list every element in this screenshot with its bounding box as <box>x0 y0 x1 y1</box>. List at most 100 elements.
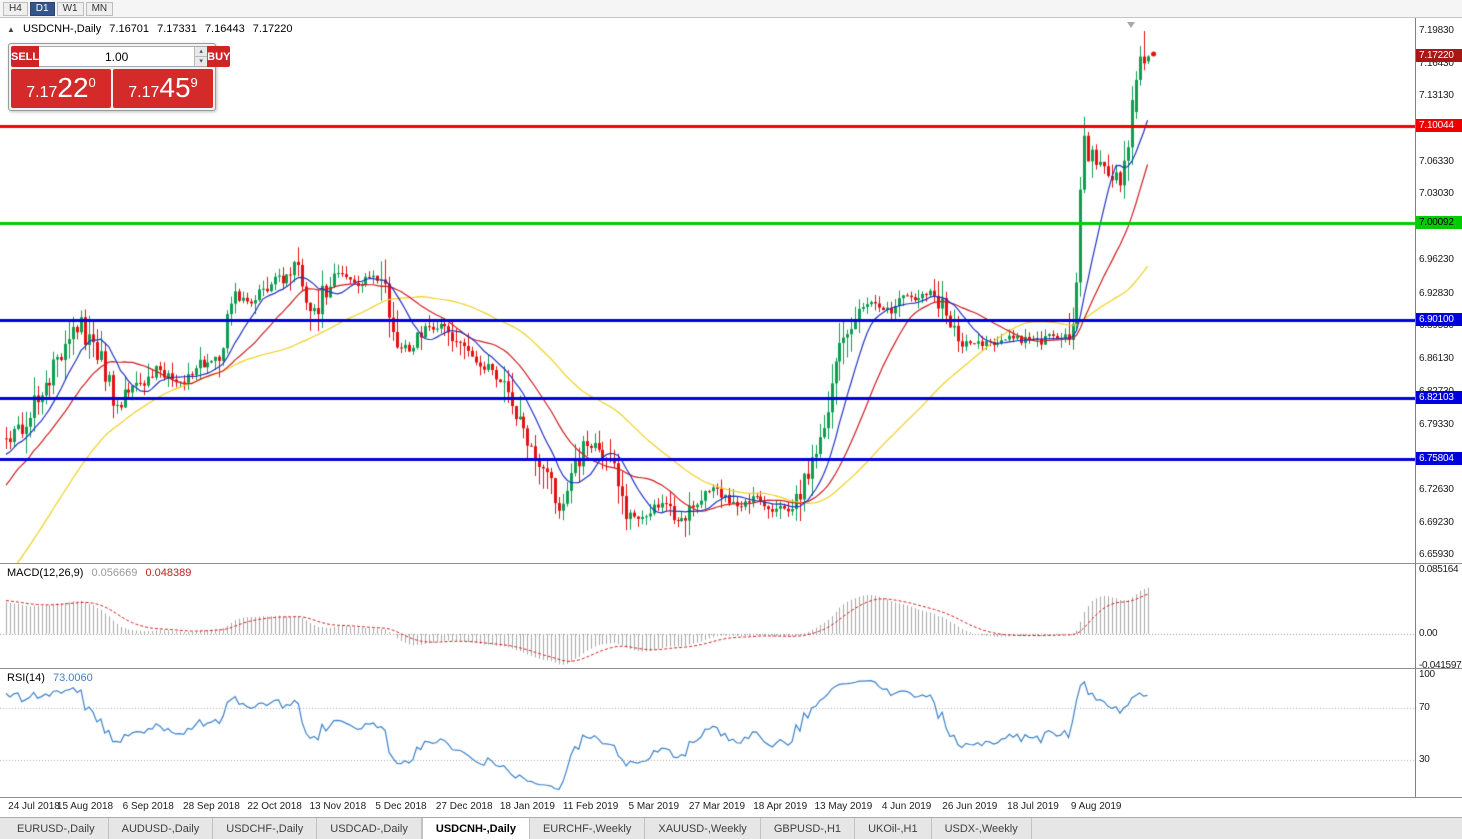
buy-price-pipette: 9 <box>190 75 198 90</box>
sell-price-pipette: 0 <box>88 75 96 90</box>
date-axis-label: 13 Nov 2018 <box>309 801 367 812</box>
rsi-indicator-pane: 100 70 30 RSI(14) 73.0060 <box>0 668 1462 798</box>
date-axis-label: 15 Aug 2018 <box>56 801 114 812</box>
current-price-label: 7.17220 <box>1416 49 1462 63</box>
date-axis-label: 24 Jul 2018 <box>8 801 60 812</box>
price-axis-tick: 7.16430 <box>1419 58 1454 70</box>
macd-axis-label: -0.041597 <box>1419 659 1462 671</box>
volume-spinner: ▴ ▾ <box>194 47 208 66</box>
one-click-trading-widget: SELL ▴ ▾ BUY 7.17220 7.17459 <box>8 43 231 111</box>
date-axis-label: 6 Sep 2018 <box>122 801 174 812</box>
price-axis[interactable]: 7.198307.164307.131307.097307.063307.030… <box>1415 18 1462 563</box>
rsi-chart-canvas[interactable] <box>0 670 1415 798</box>
date-axis-label: 5 Dec 2018 <box>375 801 427 812</box>
price-axis-tick: 6.65930 <box>1419 549 1454 561</box>
macd-signal-value: 0.048389 <box>145 567 192 579</box>
date-axis-label: 13 May 2019 <box>814 801 873 812</box>
volume-up-button[interactable]: ▴ <box>195 47 208 57</box>
volume-input-group: ▴ ▾ <box>39 46 208 67</box>
ohlc-high-value: 7.17331 <box>157 23 197 35</box>
chart-ohlc-header: ▲ USDCNH-,Daily 7.16701 7.17331 7.16443 … <box>7 23 298 35</box>
macd-axis-label: 0.085164 <box>1419 564 1459 575</box>
macd-name: MACD(12,26,9) <box>7 567 84 579</box>
price-axis-tick: 7.03030 <box>1419 188 1454 200</box>
buy-button[interactable]: BUY <box>207 46 231 67</box>
chart-tab-xauusd-weekly[interactable]: XAUUSD-,Weekly <box>645 818 761 839</box>
date-axis-label: 4 Jun 2019 <box>881 801 932 812</box>
chart-tab-eurchf-weekly[interactable]: EURCHF-,Weekly <box>530 818 646 839</box>
chart-tab-ukoil-h1[interactable]: UKOil-,H1 <box>855 818 932 839</box>
price-level-label: 6.75804 <box>1416 452 1462 466</box>
ohlc-open-value: 7.16701 <box>109 23 150 35</box>
sell-price-pips: 22 <box>57 72 89 103</box>
rsi-axis[interactable]: 100 70 30 <box>1415 669 1462 797</box>
price-axis-tick: 7.06330 <box>1419 156 1454 168</box>
volume-down-button[interactable]: ▾ <box>195 57 208 66</box>
macd-indicator-pane: 0.085164 0.00 -0.041597 MACD(12,26,9) 0.05… <box>0 563 1462 671</box>
chart-shift-marker-icon <box>1127 22 1135 28</box>
macd-chart-canvas[interactable] <box>0 565 1415 669</box>
price-level-label: 7.10044 <box>1416 119 1462 133</box>
sell-price-main: 7.17 <box>26 84 58 101</box>
macd-label: MACD(12,26,9) 0.056669 0.048389 <box>7 567 196 579</box>
ohlc-close-value: 7.17220 <box>252 23 293 35</box>
timeframe-button-h4[interactable]: H4 <box>3 1 28 16</box>
chart-tab-gbpusd-h1[interactable]: GBPUSD-,H1 <box>761 818 856 839</box>
date-axis-label: 27 Mar 2019 <box>688 801 746 812</box>
timeframe-button-d1[interactable]: D1 <box>29 1 55 16</box>
price-level-label: 7.00092 <box>1416 215 1462 229</box>
buy-price-pips: 45 <box>159 72 191 103</box>
date-axis-label: 11 Feb 2019 <box>562 801 619 812</box>
price-axis-tick: 6.92830 <box>1419 287 1454 299</box>
price-chart-canvas[interactable] <box>0 18 1415 563</box>
chart-tab-usdcnh-daily[interactable]: USDCNH-,Daily <box>421 818 530 839</box>
rsi-name: RSI(14) <box>7 672 45 684</box>
rsi-axis-label: 70 <box>1419 702 1430 714</box>
ohlc-low-value: 7.16443 <box>204 23 245 35</box>
price-level-label: 6.90100 <box>1416 313 1462 327</box>
chart-tab-usdx-weekly[interactable]: USDX-,Weekly <box>932 818 1032 839</box>
date-axis-label: 18 Apr 2019 <box>753 801 808 812</box>
collapse-panel-icon[interactable]: ▲ <box>7 25 15 34</box>
date-axis-label: 22 Oct 2018 <box>247 801 302 812</box>
rsi-label: RSI(14) 73.0060 <box>7 672 98 684</box>
macd-main-value: 0.056669 <box>91 567 138 579</box>
date-axis-label: 28 Sep 2018 <box>183 801 240 812</box>
chart-tab-usdcad-daily[interactable]: USDCAD-,Daily <box>317 818 422 839</box>
main-chart-pane: 7.198307.164307.131307.097307.063307.030… <box>0 18 1462 563</box>
price-axis-tick: 6.69230 <box>1419 516 1454 528</box>
timeframe-button-mn[interactable]: MN <box>85 1 114 16</box>
symbol-tab-bar: EURUSD-,Daily AUDUSD-,Daily USDCHF-,Daily U… <box>0 817 1462 839</box>
date-axis-label: 26 Jun 2019 <box>942 801 998 812</box>
sell-price-display[interactable]: 7.17220 <box>11 69 111 108</box>
buy-price-display[interactable]: 7.17459 <box>113 69 213 108</box>
date-axis-label: 27 Dec 2018 <box>435 801 493 812</box>
chart-symbol-label: USDCNH-,Daily <box>22 23 102 35</box>
rsi-axis-label: 30 <box>1419 753 1430 765</box>
date-axis-label: 18 Jul 2019 <box>1007 801 1059 812</box>
timeframe-toolbar: H4 D1 W1 MN <box>0 0 1462 18</box>
timeframe-button-w1[interactable]: W1 <box>56 1 84 16</box>
price-axis-tick: 6.72630 <box>1419 483 1454 495</box>
chart-tab-audusd-daily[interactable]: AUDUSD-,Daily <box>109 818 214 839</box>
price-level-label: 6.82103 <box>1416 390 1462 404</box>
date-axis[interactable]: 24 Jul 2018 15 Aug 2018 6 Sep 2018 28 Sep 2… <box>0 797 1462 817</box>
chart-tab-eurusd-daily[interactable]: EURUSD-,Daily <box>4 818 109 839</box>
rsi-axis-label: 100 <box>1419 669 1435 680</box>
price-axis-tick: 6.79330 <box>1419 418 1454 430</box>
chart-tab-usdchf-daily[interactable]: USDCHF-,Daily <box>213 818 318 839</box>
rsi-value: 73.0060 <box>52 672 93 684</box>
price-axis-tick: 7.19830 <box>1419 25 1454 37</box>
date-axis-label: 18 Jan 2019 <box>499 801 555 812</box>
macd-axis[interactable]: 0.085164 0.00 -0.041597 <box>1415 564 1462 671</box>
price-axis-tick: 6.86130 <box>1419 352 1454 364</box>
price-axis-tick: 6.96230 <box>1419 254 1454 266</box>
buy-price-main: 7.17 <box>128 84 160 101</box>
price-axis-tick: 7.13130 <box>1419 90 1454 102</box>
macd-axis-label: 0.00 <box>1419 627 1438 639</box>
volume-input[interactable] <box>39 47 195 66</box>
date-axis-label: 5 Mar 2019 <box>628 801 680 812</box>
sell-button[interactable]: SELL <box>11 46 40 67</box>
date-axis-label: 9 Aug 2019 <box>1070 801 1122 812</box>
